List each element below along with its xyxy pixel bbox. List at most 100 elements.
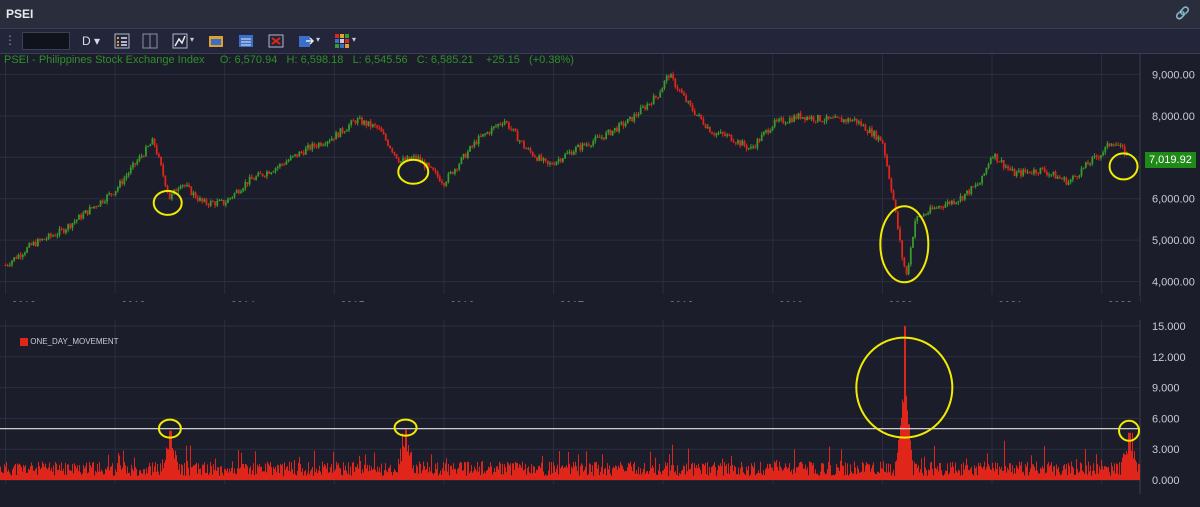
- movement-bar: [790, 471, 791, 480]
- candle-body: [138, 156, 141, 161]
- movement-bar: [669, 454, 670, 480]
- movement-bar: [898, 440, 899, 480]
- candle-body: [739, 140, 742, 146]
- folder-icon: [209, 36, 223, 47]
- movement-bar: [611, 475, 612, 480]
- movement-bar: [985, 469, 986, 480]
- movement-bar: [378, 471, 379, 480]
- movement-bar: [1115, 473, 1116, 480]
- candle-body: [927, 212, 929, 215]
- candle-body: [289, 156, 292, 161]
- movement-bar: [402, 433, 403, 480]
- chart-area[interactable]: 9,000.008,000.007,000.006,000.005,000.00…: [0, 54, 1200, 502]
- movement-bar: [311, 469, 312, 480]
- movement-bar: [271, 467, 272, 480]
- movement-bar: [796, 467, 797, 480]
- movement-bar: [377, 466, 378, 480]
- movement-bar: [737, 474, 738, 480]
- chart-canvas[interactable]: 9,000.008,000.007,000.006,000.005,000.00…: [0, 54, 1200, 502]
- chart-settings-button[interactable]: [114, 33, 130, 49]
- movement-bar: [316, 468, 317, 480]
- movement-bar: [617, 469, 618, 480]
- movement-bar: [821, 463, 822, 480]
- movement-bar: [606, 475, 607, 480]
- candle-body: [26, 247, 28, 253]
- candle-body: [250, 176, 253, 180]
- movement-bar: [27, 472, 28, 480]
- candle-body: [680, 90, 683, 94]
- movement-bar: [259, 463, 260, 480]
- candle-body: [350, 120, 353, 125]
- movement-bar: [242, 463, 243, 480]
- movement-bar: [322, 461, 323, 480]
- movement-bar: [767, 463, 768, 480]
- candle-body: [300, 151, 303, 153]
- movement-bar: [659, 463, 660, 480]
- price-y-tick-label: 8,000.00: [1152, 111, 1195, 123]
- movement-bar: [478, 471, 479, 480]
- movement-bar: [562, 465, 563, 480]
- movement-bar: [180, 474, 181, 480]
- highlight-circle: [855, 336, 954, 439]
- movement-bar: [263, 471, 264, 480]
- movement-bar: [1109, 472, 1110, 480]
- candle-body: [367, 121, 370, 126]
- movement-bar: [851, 471, 852, 480]
- candle-body: [404, 158, 407, 161]
- movement-bar: [1076, 459, 1077, 480]
- movement-bar: [292, 469, 293, 480]
- candle-body: [168, 192, 171, 200]
- movement-bar: [1008, 469, 1009, 480]
- candle-body: [121, 180, 124, 184]
- movement-bar: [382, 475, 383, 480]
- candle-body: [611, 130, 614, 136]
- movement-bar: [846, 474, 847, 480]
- movement-bar: [463, 470, 464, 480]
- interval-dropdown[interactable]: D ▾: [82, 34, 101, 48]
- movement-bar: [726, 464, 727, 480]
- movement-bar: [152, 462, 153, 480]
- candle-body: [56, 234, 59, 237]
- movement-bar: [774, 461, 775, 480]
- candle-body: [881, 140, 884, 144]
- movement-bar: [47, 469, 48, 480]
- toolbar-grip-icon[interactable]: ⋮: [4, 33, 16, 47]
- movement-bar: [427, 462, 428, 480]
- load-template-button[interactable]: [208, 33, 224, 49]
- candle-body: [261, 173, 264, 176]
- color-grid-button[interactable]: ▾: [334, 33, 356, 49]
- candle-body: [959, 196, 962, 202]
- candle-body: [981, 175, 984, 184]
- movement-bar: [787, 468, 788, 480]
- movement-bar: [583, 471, 584, 480]
- movement-bar: [46, 467, 47, 480]
- movement-bar: [701, 474, 702, 480]
- movement-bar: [1045, 473, 1046, 480]
- movement-bar: [118, 453, 119, 480]
- remove-indicators-button[interactable]: [268, 33, 284, 49]
- movement-bar: [912, 460, 913, 480]
- symbol-input[interactable]: [22, 32, 70, 50]
- movement-bar: [104, 474, 105, 480]
- movement-bar: [191, 467, 192, 480]
- candle-body: [285, 161, 288, 165]
- drawing-tools-button[interactable]: ▾: [172, 33, 194, 49]
- movement-bar: [768, 468, 769, 480]
- candle-body: [1026, 171, 1029, 173]
- movement-bar: [38, 461, 39, 480]
- movement-bar: [67, 464, 68, 480]
- movement-bar: [1039, 473, 1040, 480]
- candle-body: [88, 207, 91, 215]
- movement-bar: [1080, 462, 1081, 480]
- movement-bar: [595, 462, 596, 480]
- link-icon[interactable]: 🔗: [1175, 6, 1190, 20]
- candle-body: [374, 124, 376, 126]
- data-window-button[interactable]: [238, 33, 254, 49]
- candle-body: [244, 182, 247, 189]
- split-layout-button[interactable]: [142, 33, 158, 49]
- movement-bar: [179, 464, 180, 480]
- movement-bar: [717, 470, 718, 480]
- movement-bar: [1043, 468, 1044, 480]
- export-button[interactable]: ▾: [298, 33, 320, 49]
- movement-bar: [810, 462, 811, 480]
